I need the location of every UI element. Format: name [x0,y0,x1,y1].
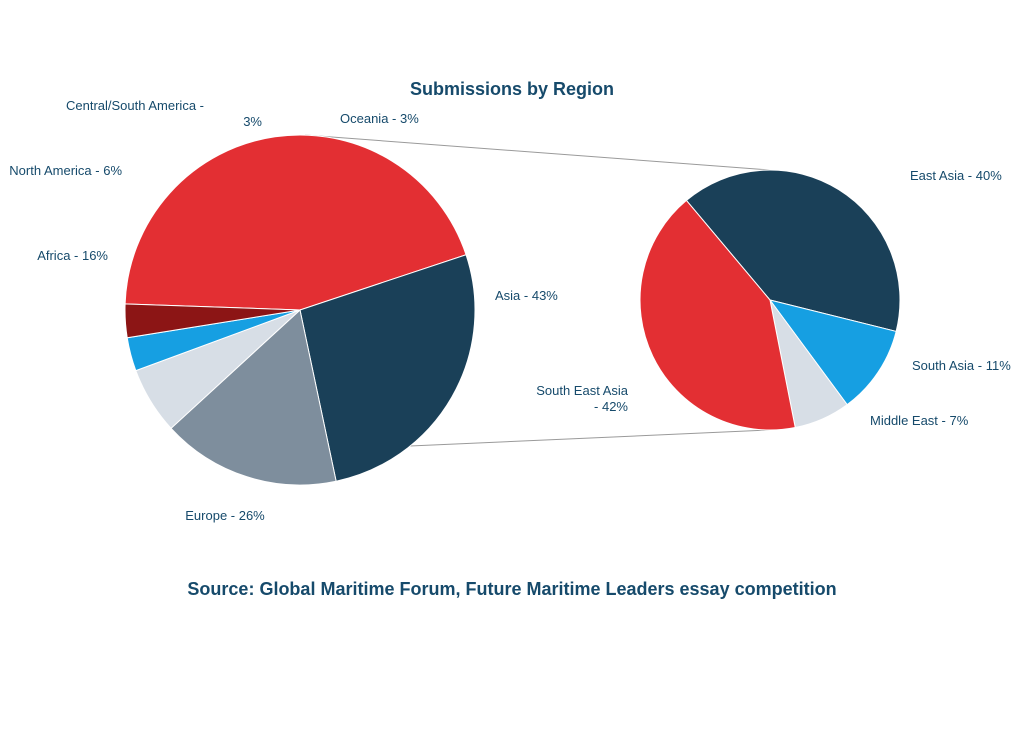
chart-canvas: Submissions by Region Asia - 43% Europe -… [0,0,1024,731]
slice-label: South Asia - 11% [912,358,1011,373]
sub-pie [640,170,900,430]
source-caption: Source: Global Maritime Forum, Future Ma… [187,579,836,599]
slice-label: East Asia - 40% [910,168,1002,183]
slice-label: Middle East - 7% [870,413,969,428]
slice-label: Central/South America - [66,98,204,113]
slice-label: North America - 6% [9,163,122,178]
chart-title: Submissions by Region [410,79,614,99]
slice-label: Europe - 26% [185,508,265,523]
slice-label: Africa - 16% [37,248,108,263]
slice-label: 3% [243,114,262,129]
slice-label: - 42% [594,399,628,414]
main-pie [125,135,475,485]
slice-label: Oceania - 3% [340,111,419,126]
slice-label: Asia - 43% [495,288,558,303]
slice-label: South East Asia [536,383,629,398]
connector-line-bottom [410,430,770,446]
